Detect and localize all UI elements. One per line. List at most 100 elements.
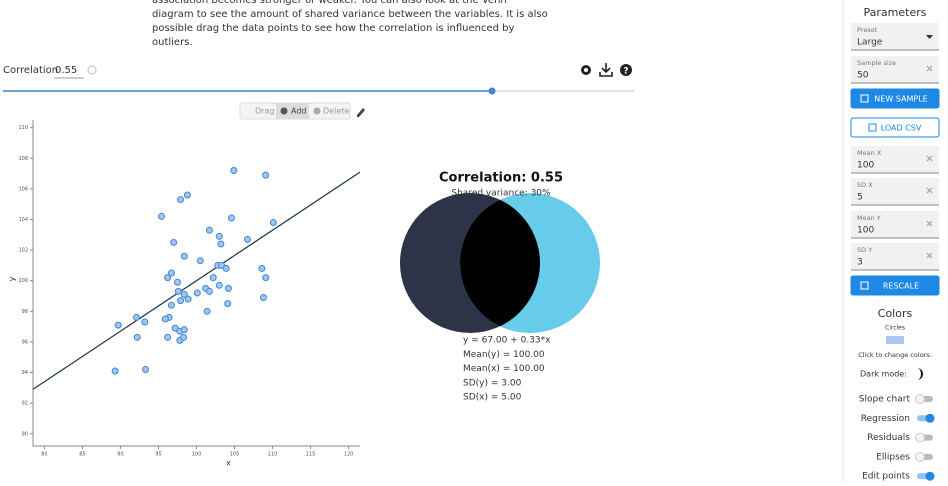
button[interactable] xyxy=(850,275,940,296)
clear-icon[interactable] xyxy=(926,65,933,72)
x-tick-label: 80 xyxy=(41,452,47,458)
data-point[interactable] xyxy=(180,326,188,334)
data-point[interactable] xyxy=(142,365,150,373)
color-hint: Click to change colors. xyxy=(858,351,932,359)
data-point[interactable] xyxy=(259,294,267,302)
data-point[interactable] xyxy=(193,289,201,297)
field-box[interactable] xyxy=(851,146,939,173)
data-point[interactable] xyxy=(262,171,270,179)
toggle-label: Edit points xyxy=(862,472,910,482)
clear-icon[interactable] xyxy=(926,155,933,162)
data-point[interactable] xyxy=(174,287,182,295)
data-point[interactable] xyxy=(215,281,223,289)
x-tick-label: 85 xyxy=(79,452,85,458)
venn-title: Correlation: 0.55 xyxy=(439,171,563,186)
correlation-input[interactable]: 0.55 xyxy=(55,65,77,76)
tool-drag[interactable]: Drag xyxy=(255,107,274,116)
intro-line: association becomes stronger or weaker. … xyxy=(152,0,507,6)
clear-icon[interactable] xyxy=(926,187,933,194)
toggle-knob xyxy=(915,394,925,404)
data-point[interactable] xyxy=(158,212,166,220)
y-tick-label: 110 xyxy=(18,125,28,131)
toolbar: Drag Add Delete xyxy=(239,102,365,120)
data-point[interactable] xyxy=(141,318,149,326)
data-point[interactable] xyxy=(111,367,119,375)
button[interactable] xyxy=(850,117,940,138)
y-tick-label: 104 xyxy=(18,217,28,223)
data-point[interactable] xyxy=(205,287,213,295)
data-point[interactable] xyxy=(205,226,213,234)
data-point[interactable] xyxy=(170,238,178,246)
data-point[interactable] xyxy=(180,252,188,260)
data-point[interactable] xyxy=(230,167,238,175)
intro-line: possible drag the data points to see how… xyxy=(152,23,515,34)
data-point[interactable] xyxy=(180,333,188,341)
stat-line: Mean(y) = 100.00 xyxy=(463,350,545,360)
data-point[interactable] xyxy=(209,274,217,282)
active-tool xyxy=(276,103,309,119)
data-point[interactable] xyxy=(164,333,172,341)
data-point[interactable] xyxy=(184,295,192,303)
x-tick-label: 100 xyxy=(192,452,202,458)
venn-subtitle: Shared variance: 30% xyxy=(451,189,551,199)
data-point[interactable] xyxy=(262,274,270,282)
data-point[interactable] xyxy=(217,240,225,248)
field-value: 100 xyxy=(857,226,874,236)
clear-icon[interactable] xyxy=(926,220,933,227)
data-point[interactable] xyxy=(196,257,204,265)
data-point[interactable] xyxy=(215,232,223,240)
data-point[interactable] xyxy=(183,191,191,199)
pencil-icon[interactable] xyxy=(357,108,365,117)
download-icon[interactable] xyxy=(599,63,613,77)
dark-mode-icon[interactable] xyxy=(917,368,923,380)
regression-line xyxy=(32,171,361,390)
data-point[interactable] xyxy=(258,264,266,272)
tool-delete[interactable]: Delete xyxy=(323,107,349,116)
venn: Correlation: 0.55 Shared variance: 30% xyxy=(400,171,600,333)
toggle-label: Regression xyxy=(861,414,910,424)
info-icon[interactable] xyxy=(87,65,97,75)
data-point[interactable] xyxy=(224,300,232,308)
y-tick-label: 108 xyxy=(18,156,28,162)
field-label: Mean Y xyxy=(857,214,881,222)
data-point[interactable] xyxy=(173,278,181,286)
circle-color-swatch[interactable] xyxy=(886,336,904,344)
data-point[interactable] xyxy=(114,321,122,329)
toggle-label: Residuals xyxy=(867,433,910,443)
data-point[interactable] xyxy=(164,274,172,282)
data-point[interactable] xyxy=(269,219,277,227)
data-point[interactable] xyxy=(161,315,169,323)
button[interactable] xyxy=(850,88,940,109)
y-tick-label: 96 xyxy=(22,339,28,345)
data-point[interactable] xyxy=(224,284,232,292)
data-point[interactable] xyxy=(243,235,251,243)
data-point[interactable] xyxy=(132,313,140,321)
intro-line: diagram to see the amount of shared vari… xyxy=(152,9,548,20)
data-point[interactable] xyxy=(133,333,141,341)
field-box[interactable] xyxy=(851,178,939,205)
data-point[interactable] xyxy=(167,269,175,277)
y-axis-label: y xyxy=(8,276,17,281)
add-icon xyxy=(280,107,288,115)
data-point[interactable] xyxy=(167,301,175,309)
field-value: 100 xyxy=(857,161,874,171)
data-point[interactable] xyxy=(177,297,185,305)
y-tick-label: 98 xyxy=(22,309,28,315)
data-point[interactable] xyxy=(203,307,211,315)
data-point[interactable] xyxy=(180,290,188,298)
data-point[interactable] xyxy=(177,196,185,204)
field-box[interactable] xyxy=(851,211,939,238)
correlation-label: Correlation xyxy=(3,65,58,76)
settings-icon[interactable] xyxy=(581,65,591,75)
x-tick-label: 95 xyxy=(155,452,161,458)
field-box[interactable] xyxy=(851,243,939,270)
data-point[interactable] xyxy=(222,264,230,272)
tool-add[interactable]: Add xyxy=(291,107,307,116)
data-point[interactable] xyxy=(227,214,235,222)
slider-handle[interactable] xyxy=(488,87,496,95)
clear-icon[interactable] xyxy=(926,252,933,259)
help-icon[interactable]: ? xyxy=(620,64,632,77)
field-box[interactable] xyxy=(851,56,939,83)
field-box[interactable] xyxy=(851,23,939,50)
